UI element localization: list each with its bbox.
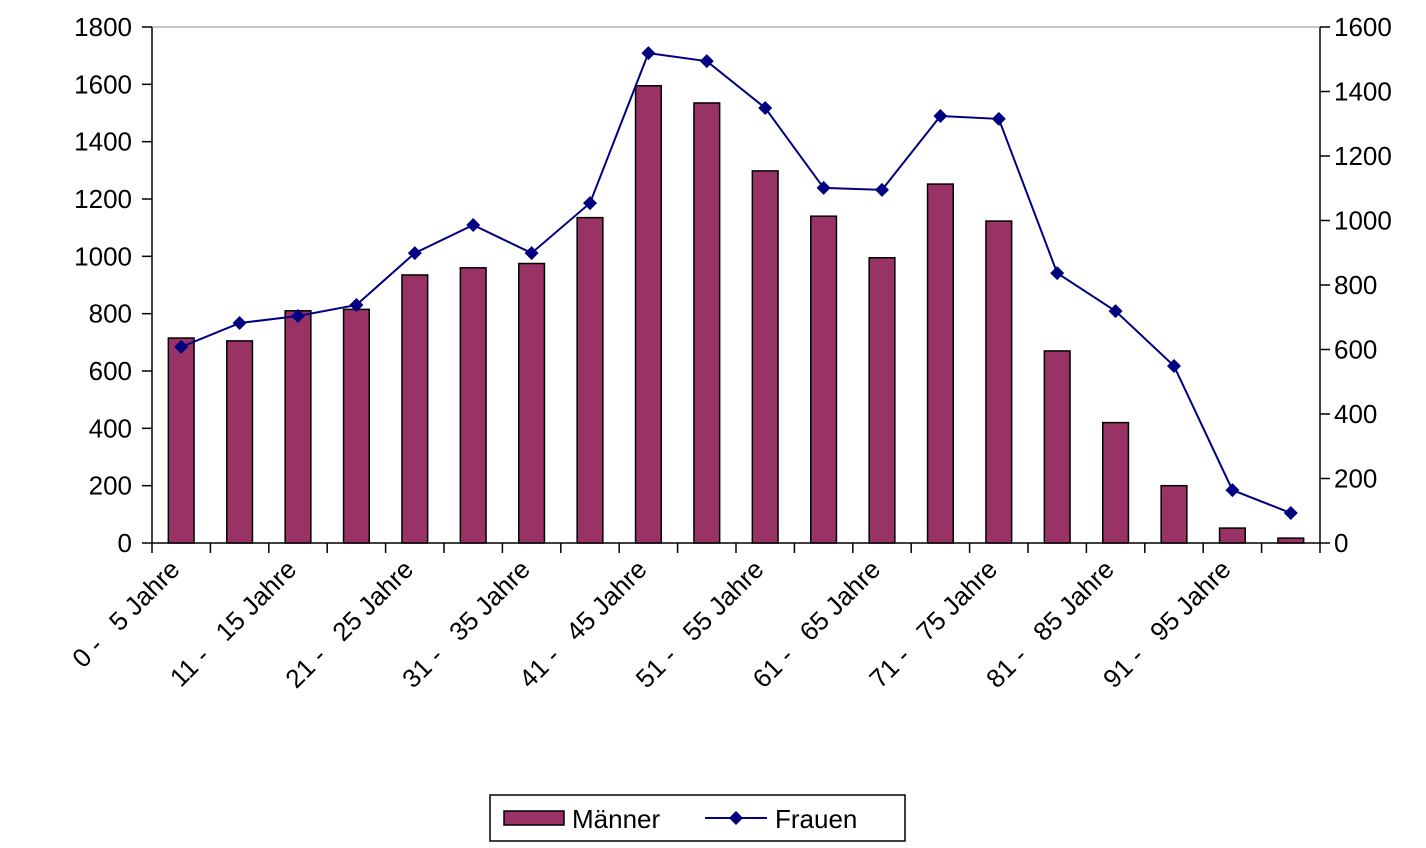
marker [991, 111, 1006, 126]
bar [518, 262, 546, 544]
y2-tick-label: 1200 [1334, 141, 1392, 171]
y-tick-label: 400 [89, 413, 132, 443]
bar [1102, 421, 1130, 544]
marker [466, 218, 481, 233]
marker [1283, 506, 1298, 521]
bar [634, 85, 662, 544]
bar [576, 216, 604, 544]
legend-label: Männer [572, 804, 660, 834]
bar [985, 220, 1013, 544]
y-tick-label: 1000 [74, 241, 132, 271]
y-tick-label: 1400 [74, 127, 132, 157]
bar [926, 183, 954, 544]
marker [933, 109, 948, 124]
marker [583, 196, 597, 211]
legend-label: Frauen [775, 804, 857, 834]
bar [1043, 350, 1071, 544]
y2-tick-label: 1400 [1334, 77, 1392, 107]
x-tick-label: 0 - 5 Jahre [66, 554, 185, 673]
marker [816, 180, 831, 195]
y2-tick-label: 1000 [1334, 206, 1392, 236]
y-tick-label: 600 [89, 356, 132, 386]
marker [875, 182, 889, 197]
bar [284, 310, 312, 544]
line [180, 52, 1292, 514]
y-tick-label: 1200 [74, 184, 132, 214]
y-tick-label: 800 [89, 299, 132, 329]
marker [174, 339, 189, 354]
y2-tick-label: 400 [1334, 399, 1377, 429]
bar [342, 308, 370, 544]
bar [751, 170, 779, 544]
marker [1225, 483, 1240, 498]
bar [459, 267, 487, 544]
marker [1167, 358, 1181, 373]
bar [167, 337, 195, 544]
marker [232, 316, 247, 331]
bar [1218, 527, 1246, 544]
marker [641, 46, 656, 61]
marker [758, 100, 773, 115]
marker [1050, 266, 1065, 281]
bar [1277, 537, 1305, 544]
legend-swatch [503, 810, 565, 826]
legend-marker [729, 811, 743, 825]
marker [291, 308, 305, 323]
y2-tick-label: 800 [1334, 270, 1377, 300]
marker [349, 297, 364, 312]
bar [1160, 484, 1188, 544]
marker [699, 54, 714, 69]
y2-tick-label: 200 [1334, 464, 1377, 494]
y-tick-label: 1800 [74, 12, 132, 42]
marker [1108, 304, 1123, 319]
y2-tick-label: 0 [1334, 528, 1348, 558]
bar [810, 215, 838, 544]
bar [226, 340, 254, 544]
bar [868, 257, 896, 544]
bar [401, 274, 429, 544]
y2-tick-label: 600 [1334, 335, 1377, 365]
marker [524, 246, 539, 261]
y-tick-label: 1600 [74, 69, 132, 99]
bar [693, 102, 721, 544]
y-tick-label: 200 [89, 471, 132, 501]
y2-tick-label: 1600 [1334, 12, 1392, 42]
marker [407, 246, 422, 261]
y-tick-label: 0 [118, 528, 132, 558]
